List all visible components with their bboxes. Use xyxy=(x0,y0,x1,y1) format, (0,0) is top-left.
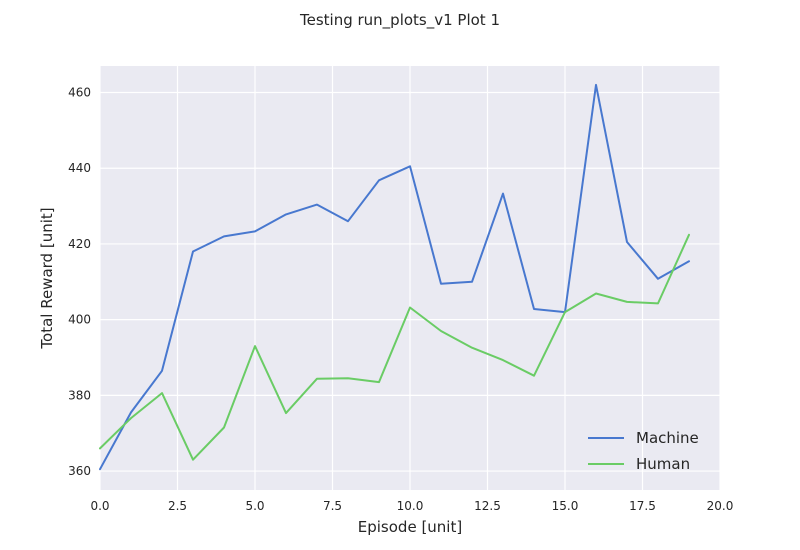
x-tick-label: 5.0 xyxy=(245,499,264,513)
x-tick-label: 20.0 xyxy=(707,499,734,513)
x-axis-title: Episode [unit] xyxy=(358,518,462,536)
y-axis-title: Total Reward [unit] xyxy=(38,207,56,349)
x-tick-label: 12.5 xyxy=(474,499,501,513)
legend: Machine Human xyxy=(588,429,699,473)
y-tick-label: 360 xyxy=(68,464,91,478)
x-tick-label: 2.5 xyxy=(168,499,187,513)
y-tick-labels: 360 380 400 420 440 460 xyxy=(68,86,91,479)
x-tick-label: 17.5 xyxy=(629,499,656,513)
y-tick-label: 420 xyxy=(68,237,91,251)
chart-title: Testing run_plots_v1 Plot 1 xyxy=(299,11,500,30)
x-tick-label: 10.0 xyxy=(397,499,424,513)
y-tick-label: 440 xyxy=(68,161,91,175)
x-tick-label: 0.0 xyxy=(90,499,109,513)
x-tick-labels: 0.0 2.5 5.0 7.5 10.0 12.5 15.0 17.5 20.0 xyxy=(90,499,733,513)
y-tick-label: 380 xyxy=(68,388,91,402)
legend-label: Machine xyxy=(636,429,699,447)
series-lines xyxy=(99,83,690,471)
x-tick-label: 7.5 xyxy=(323,499,342,513)
y-tick-label: 460 xyxy=(68,86,91,100)
y-tick-label: 400 xyxy=(68,313,91,327)
series-line-human xyxy=(99,233,690,461)
legend-label: Human xyxy=(636,455,690,473)
series-line-machine xyxy=(99,83,690,471)
x-tick-label: 15.0 xyxy=(552,499,579,513)
